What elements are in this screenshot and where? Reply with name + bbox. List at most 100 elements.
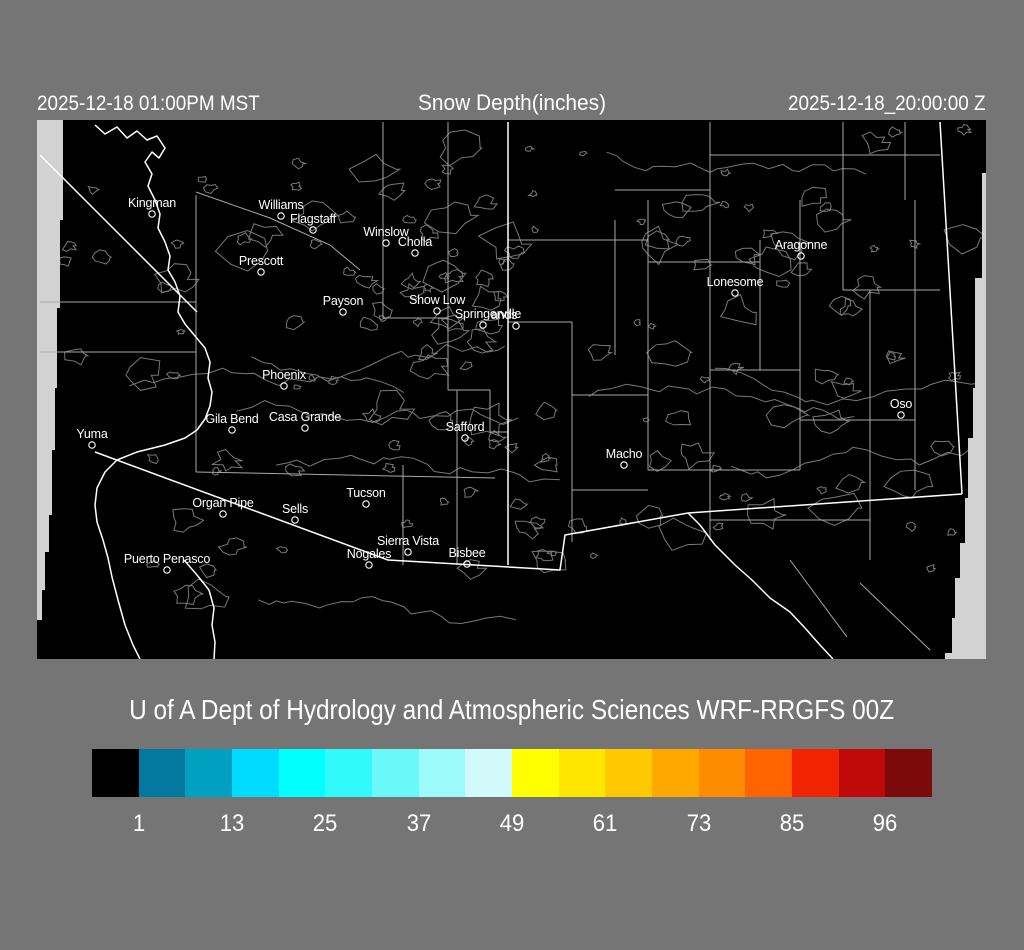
- city-marker-icon: [148, 210, 156, 218]
- contour-blob: [217, 537, 248, 556]
- city-marker-icon: [461, 434, 469, 442]
- city-label: Sierra Vista: [377, 534, 439, 548]
- colorbar-segment: [512, 749, 559, 797]
- colorbar-segment: [232, 749, 279, 797]
- contour-blob: [440, 314, 464, 332]
- city-marker-icon: [163, 566, 171, 574]
- contour-blob: [399, 282, 426, 301]
- contour-blob: [765, 404, 811, 429]
- contour-blob: [712, 522, 724, 531]
- county-borders: [40, 122, 940, 651]
- city-marker-icon: [362, 500, 370, 508]
- city-label: Sells: [282, 502, 308, 516]
- contour-blob: [197, 176, 208, 183]
- colorbar-segment: [698, 749, 746, 797]
- contour-line: [236, 400, 519, 426]
- caption: U of A Dept of Hydrology and Atmospheric…: [129, 694, 895, 725]
- colorbar-segment: [885, 749, 933, 797]
- contour-blob: [641, 225, 679, 266]
- contour-blob: [886, 351, 896, 361]
- contour-blob: [488, 429, 508, 443]
- city-label: Gila Bend: [205, 412, 258, 426]
- city-label: Safford: [446, 420, 485, 434]
- contour-blob: [172, 508, 205, 533]
- contour-blob: [354, 274, 380, 289]
- city-label: Kingman: [128, 196, 176, 210]
- contour-blob: [381, 462, 396, 473]
- city-marker-icon: [228, 426, 236, 434]
- contour-blob: [439, 497, 450, 506]
- mexico-border: [94, 451, 689, 571]
- colorbar-segment: [605, 749, 653, 797]
- city-marker-icon: [291, 516, 299, 524]
- contour-blob: [214, 229, 269, 272]
- out-of-domain-left: [37, 120, 63, 620]
- colorbar-tick-label: 61: [593, 810, 618, 837]
- contour-blob: [236, 232, 253, 246]
- contour-line: [588, 383, 855, 420]
- contour-blob: [500, 258, 515, 271]
- contour-blob: [814, 368, 840, 385]
- contour-blob: [680, 442, 716, 471]
- colorbar-tick-label: 96: [873, 810, 898, 837]
- colorbar-tick-label: 37: [406, 810, 431, 837]
- contour-blob: [546, 550, 557, 557]
- contour-blob: [529, 516, 546, 530]
- colorbar-tick-label: 73: [686, 810, 711, 837]
- rio-grande: [687, 512, 834, 659]
- city-marker-icon: [797, 252, 805, 260]
- contour-blob: [447, 248, 459, 257]
- contour-blob: [819, 202, 832, 213]
- contour-blob: [419, 224, 439, 243]
- city-marker-icon: [365, 561, 373, 569]
- contour-blob: [699, 375, 711, 384]
- nm-tx-32n-border: [687, 493, 963, 514]
- contour-blob: [648, 322, 658, 330]
- contour-blob: [839, 297, 863, 317]
- colorbar-segment: [465, 749, 513, 797]
- contour-blob: [91, 249, 113, 265]
- contour-blob: [464, 436, 475, 447]
- product-title: Snow Depth(inches): [417, 90, 607, 115]
- city-label: Bisbee: [448, 546, 485, 560]
- city-label: Puerto Penasco: [124, 552, 210, 566]
- contour-blob: [289, 181, 303, 191]
- contour-blob: [658, 517, 708, 551]
- contour-blob: [175, 328, 186, 335]
- contour-blob: [830, 380, 862, 399]
- contour-blob: [424, 178, 442, 191]
- contour-blob: [338, 210, 357, 224]
- contour-blob: [468, 402, 513, 437]
- contour-blob: [309, 239, 323, 250]
- contour-blob: [368, 389, 416, 426]
- contour-blob: [471, 285, 502, 311]
- contour-blob: [646, 340, 694, 367]
- nm-tx-border: [939, 121, 963, 495]
- colorbar-segment: [838, 749, 886, 797]
- contour-blob: [852, 275, 883, 300]
- city-label: Macho: [606, 447, 643, 461]
- contour-blob: [835, 473, 867, 494]
- contour-blob: [746, 497, 787, 530]
- city-label: Payson: [323, 294, 364, 308]
- contour-blob: [165, 371, 182, 380]
- contour-blob: [125, 357, 161, 391]
- contour-blob: [503, 245, 525, 260]
- city-marker-icon: [88, 441, 96, 449]
- contour-blob: [170, 239, 185, 249]
- contour-blob: [475, 269, 494, 288]
- contour-line: [251, 344, 505, 382]
- contour-blob: [578, 150, 588, 157]
- city-label: ands: [491, 308, 517, 322]
- contour-blob: [489, 439, 502, 450]
- colorbar-tick-label: 13: [219, 810, 245, 837]
- contour-blob: [675, 235, 691, 247]
- colorbar-segment: [652, 749, 699, 797]
- city-marker-icon: [433, 307, 441, 315]
- contour-blob: [431, 317, 471, 345]
- contour-blob: [153, 263, 200, 294]
- colorbar-segment: [138, 749, 186, 797]
